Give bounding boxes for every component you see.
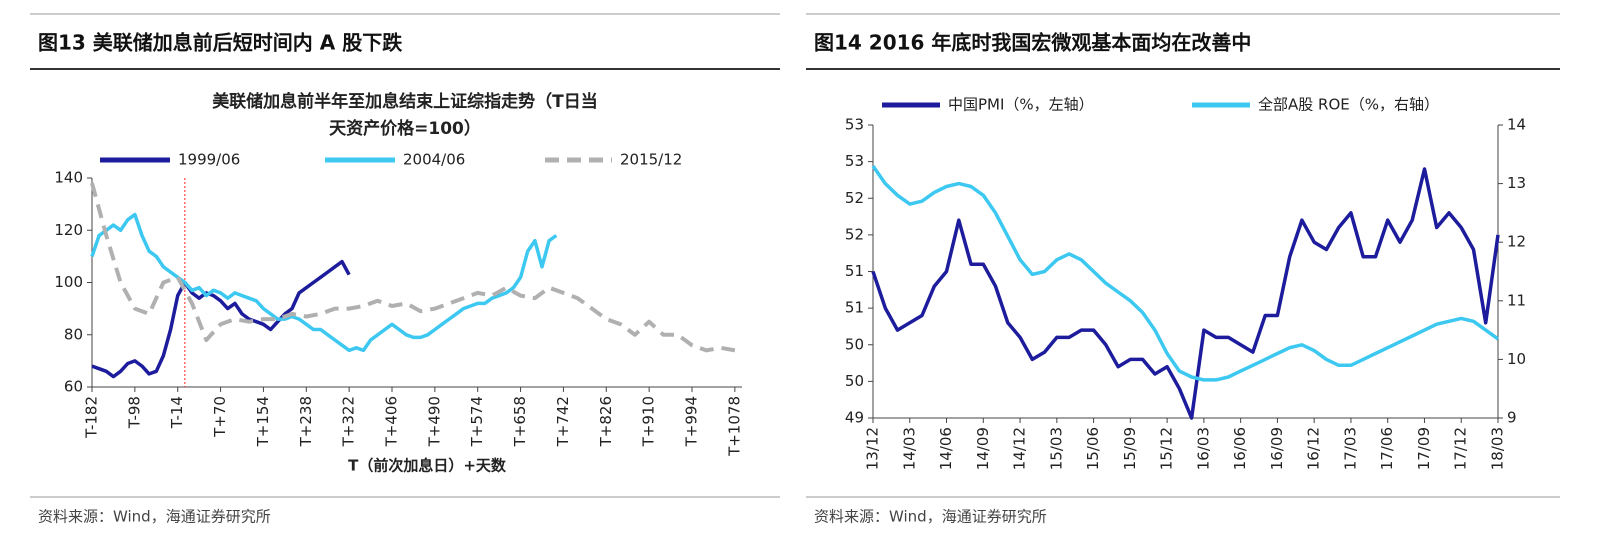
- x-tick-label: 17/12: [1452, 427, 1470, 470]
- x-tick-label: 15/03: [1047, 427, 1065, 470]
- legend-label: 2015/12: [620, 151, 682, 169]
- y-tick-label: 60: [64, 378, 83, 396]
- x-tick-label: T+238: [297, 396, 315, 447]
- x-tick-label: 14/03: [900, 427, 918, 470]
- x-tick-label: 15/09: [1121, 427, 1139, 470]
- x-tick-label: 14/06: [937, 427, 955, 470]
- series-line: [871, 167, 1500, 420]
- y-tick-label: 51: [845, 262, 864, 280]
- legend-label: 2004/06: [403, 151, 465, 169]
- legend-label: 1999/06: [178, 151, 240, 169]
- y2-tick-label: 12: [1507, 233, 1526, 251]
- x-tick-label: T+910: [640, 396, 658, 447]
- x-tick-label: T+574: [468, 396, 486, 447]
- x-tick-label: 17/09: [1415, 427, 1433, 470]
- x-tick-label: 17/06: [1378, 427, 1396, 470]
- series-line: [90, 212, 558, 353]
- y-tick-label: 52: [845, 225, 864, 243]
- x-tick-label: 16/03: [1194, 427, 1212, 470]
- y-tick-label: 49: [845, 409, 864, 427]
- x-axis-title: T（前次加息日）+天数: [348, 457, 507, 475]
- y-tick-label: 53: [845, 116, 864, 134]
- y-tick-label: 120: [54, 221, 83, 239]
- x-tick-label: T+1078: [725, 396, 743, 457]
- y-tick-label: 50: [845, 372, 864, 390]
- x-tick-label: 15/12: [1158, 427, 1176, 470]
- legend-label: 全部A股 ROE（%，右轴）: [1258, 96, 1439, 114]
- x-tick-label: 17/03: [1341, 427, 1359, 470]
- y-tick-label: 100: [54, 273, 83, 291]
- legend-label: 中国PMI（%，左轴）: [948, 96, 1094, 114]
- x-tick-label: 16/12: [1305, 427, 1323, 470]
- series-line: [91, 259, 351, 379]
- x-tick-label: T+490: [425, 396, 443, 447]
- y-tick-label: 52: [845, 189, 864, 207]
- y-tick-label: 53: [845, 152, 864, 170]
- x-tick-label: 15/06: [1084, 427, 1102, 470]
- x-tick-label: T+322: [340, 396, 358, 447]
- x-tick-label: T+994: [683, 396, 701, 447]
- x-tick-label: 16/09: [1268, 427, 1286, 470]
- x-tick-label: 13/12: [864, 427, 882, 470]
- series-line: [871, 164, 1500, 382]
- y2-tick-label: 9: [1507, 409, 1517, 427]
- y-tick-label: 80: [64, 325, 83, 343]
- x-tick-label: T-14: [168, 396, 186, 429]
- panel-title: 图14 2016 年底时我国宏微观基本面均在改善中: [814, 31, 1251, 55]
- chart-title: 美联储加息前半年至加息结束上证综指走势（T日当: [212, 91, 598, 112]
- y2-tick-label: 13: [1507, 174, 1526, 192]
- x-tick-label: 16/06: [1231, 427, 1249, 470]
- x-tick-label: 18/03: [1489, 427, 1507, 470]
- x-tick-label: T+826: [597, 396, 615, 447]
- panel-title: 图13 美联储加息前后短时间内 A 股下跌: [38, 31, 403, 55]
- x-tick-label: T+742: [554, 396, 572, 447]
- series-line: [90, 182, 736, 353]
- y2-tick-label: 14: [1507, 116, 1526, 134]
- x-tick-label: 14/09: [974, 427, 992, 470]
- x-tick-label: T+70: [211, 396, 229, 438]
- y2-tick-label: 10: [1507, 350, 1526, 368]
- x-tick-label: T+406: [383, 396, 401, 447]
- x-tick-label: T+658: [511, 396, 529, 447]
- y-tick-label: 140: [54, 169, 83, 187]
- y2-tick-label: 11: [1507, 291, 1526, 309]
- source: 资料来源：Wind，海通证券研究所: [814, 508, 1047, 526]
- x-tick-label: 14/12: [1011, 427, 1029, 470]
- y-tick-label: 50: [845, 335, 864, 353]
- x-tick-label: T+154: [254, 396, 272, 447]
- x-tick-label: T-98: [125, 396, 143, 429]
- chart-title: 天资产价格=100）: [329, 118, 481, 139]
- source: 资料来源：Wind，海通证券研究所: [38, 508, 271, 526]
- y-tick-label: 51: [845, 299, 864, 317]
- x-tick-label: T-182: [83, 396, 101, 439]
